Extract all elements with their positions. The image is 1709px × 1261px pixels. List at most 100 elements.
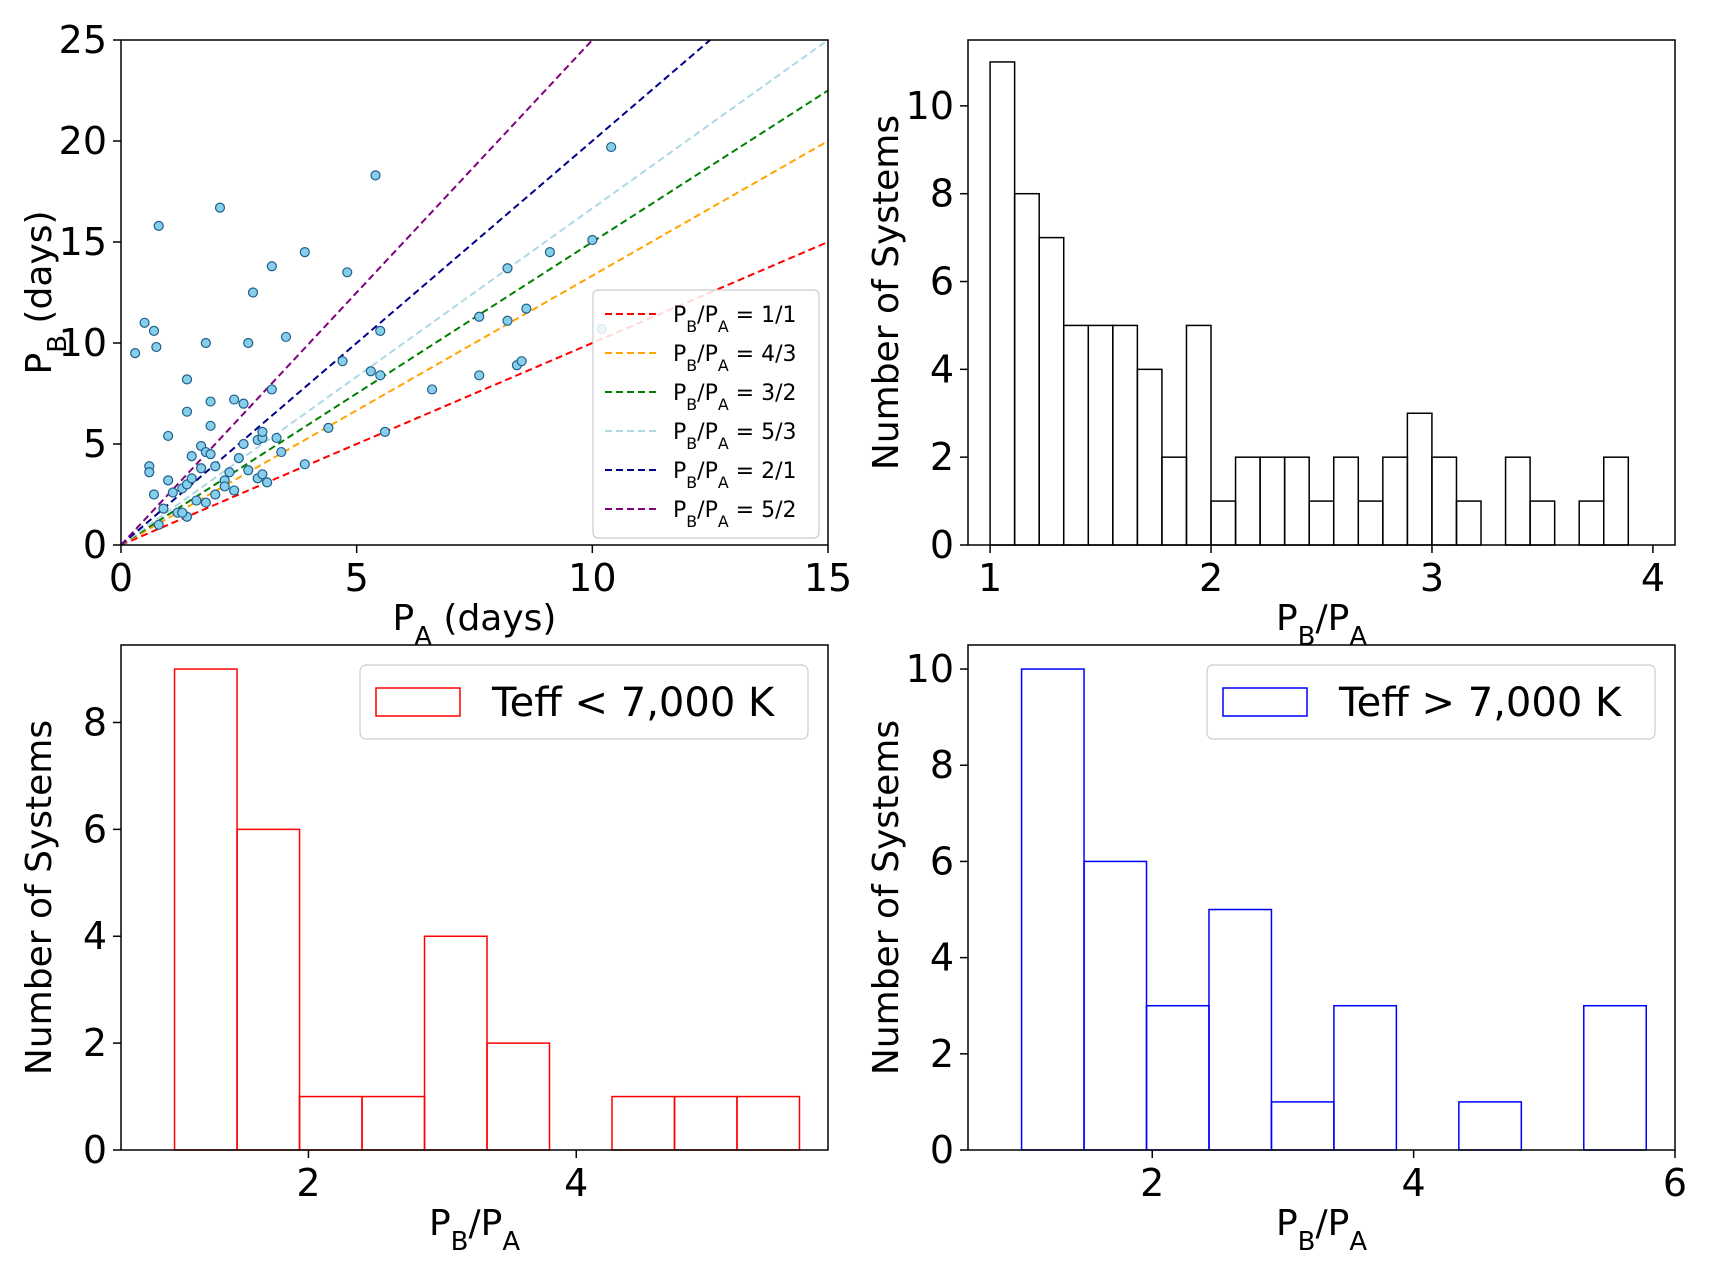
histogram-bar (1583, 1004, 1647, 1151)
chart-hist-hot: 2 4 6 0 2 4 6 8 10 PB/PA Number of Systems Teff > 7… (866, 644, 1687, 1257)
y-axis-title: Number of Systems (19, 720, 60, 1075)
scatter-point (205, 449, 216, 460)
legend: Teff > 7,000 K (1206, 664, 1656, 740)
y-tick-label: 4 (930, 347, 954, 391)
scatter-point (177, 507, 188, 518)
legend: PB/PA = 1/1 PB/PA = 4/3 PB/PA = 3/2 PB/PA =… (592, 289, 820, 539)
scatter-point (229, 485, 240, 496)
scatter-point (163, 430, 174, 442)
scatter-point (163, 475, 174, 486)
legend-label: Teff > 7,000 K (1338, 680, 1623, 726)
histogram-bar (423, 935, 488, 1151)
axes-frame (120, 644, 829, 1151)
histogram-bar (1332, 456, 1360, 546)
legend-label: PB/PA = 5/3 (673, 420, 797, 453)
y-tick-label: 5 (83, 422, 107, 466)
scatter-point (257, 469, 268, 480)
histogram-bar (1038, 236, 1065, 546)
y-tick-label: 0 (83, 523, 107, 567)
x-tick-label: 15 (804, 556, 852, 600)
histogram-bar (1013, 192, 1040, 546)
legend-label: PB/PA = 3/2 (673, 381, 797, 414)
scatter-point (271, 432, 282, 444)
x-tick-label: 4 (1641, 556, 1665, 600)
scatter-point (191, 495, 202, 506)
scatter-point (299, 247, 310, 258)
scatter-point (144, 467, 155, 478)
scatter-point (238, 398, 249, 409)
histogram-bar (1136, 368, 1163, 546)
axes-frame (967, 644, 1676, 1151)
y-axis-title: Number of Systems (866, 720, 907, 1075)
legend-box (359, 664, 809, 740)
y-tick-label: 8 (930, 743, 954, 787)
histogram-bar (1357, 500, 1384, 546)
scatter-point (148, 489, 160, 500)
y-tick-label: 10 (906, 647, 954, 691)
scatter-point (262, 477, 273, 488)
scatter-point (186, 451, 197, 462)
scatter-point (257, 426, 268, 437)
scatter-point (379, 426, 391, 437)
scatter-point (200, 497, 211, 508)
histogram-bar (486, 1042, 551, 1151)
reference-line (121, 40, 594, 545)
scatter-point (426, 384, 438, 395)
y-tick-label: 0 (930, 1128, 954, 1172)
histogram-bar (1308, 500, 1335, 546)
scatter-point (214, 202, 226, 213)
scatter-point (280, 331, 292, 343)
x-tick-label: 0 (109, 556, 133, 600)
chart-hist-cool: 2 4 0 2 4 6 8 PB/PA Number of Systems Teff < 7,00… (19, 644, 829, 1257)
histogram-bar (1259, 456, 1286, 546)
histogram-bar (1087, 324, 1114, 546)
x-tick-label: 2 (1140, 1161, 1164, 1205)
histogram-bar (1208, 908, 1273, 1151)
scatter-point (502, 263, 513, 274)
histogram-bar (1112, 324, 1139, 546)
histogram-bar (1431, 456, 1458, 546)
histogram-bars (1020, 668, 1647, 1151)
scatter-point (210, 489, 221, 500)
y-tick-label: 6 (930, 260, 954, 304)
histogram-bar (1270, 1101, 1335, 1151)
y-tick-label: 15 (59, 220, 107, 264)
histogram-bar (1455, 500, 1482, 546)
x-axis-title: PB/PA (1276, 1203, 1367, 1257)
scatter-point (151, 341, 162, 353)
legend: Teff < 7,000 K (359, 664, 809, 740)
x-tick-label: 10 (568, 556, 616, 600)
x-tick-label: 2 (1199, 556, 1223, 600)
reference-line (121, 140, 828, 545)
y-tick-label: 0 (83, 1128, 107, 1172)
histogram-bar (1210, 500, 1237, 546)
scatter-point (299, 459, 310, 470)
y-tick-label: 2 (83, 1021, 107, 1065)
x-tick-label: 4 (1402, 1161, 1426, 1205)
x-tick-label: 5 (345, 556, 369, 600)
legend-swatch (1222, 687, 1308, 717)
x-axis-title: PB/PA (1276, 598, 1367, 652)
scatter-point (375, 325, 386, 336)
scatter-point (205, 396, 216, 407)
y-axis-title: PB (days) (19, 210, 73, 374)
y-tick-label: 2 (930, 1032, 954, 1076)
x-tick-label: 4 (564, 1161, 588, 1205)
histogram-bar (1504, 456, 1531, 546)
scatter-point (365, 366, 376, 377)
legend-box (1206, 664, 1656, 740)
legend-swatch (375, 687, 461, 717)
y-tick-label: 4 (930, 936, 954, 980)
histogram-bar (1062, 324, 1090, 546)
y-tick-label: 20 (59, 119, 107, 163)
histogram-bar (1020, 668, 1085, 1151)
y-tick-label: 8 (930, 172, 954, 216)
histogram-bar (1578, 500, 1605, 546)
axes-frame (967, 39, 1676, 546)
histogram-bar (611, 1095, 676, 1151)
histogram-bar (1145, 1004, 1210, 1151)
scatter-point (153, 220, 164, 231)
y-tick-label: 0 (930, 523, 954, 567)
axes-frame (120, 39, 829, 546)
